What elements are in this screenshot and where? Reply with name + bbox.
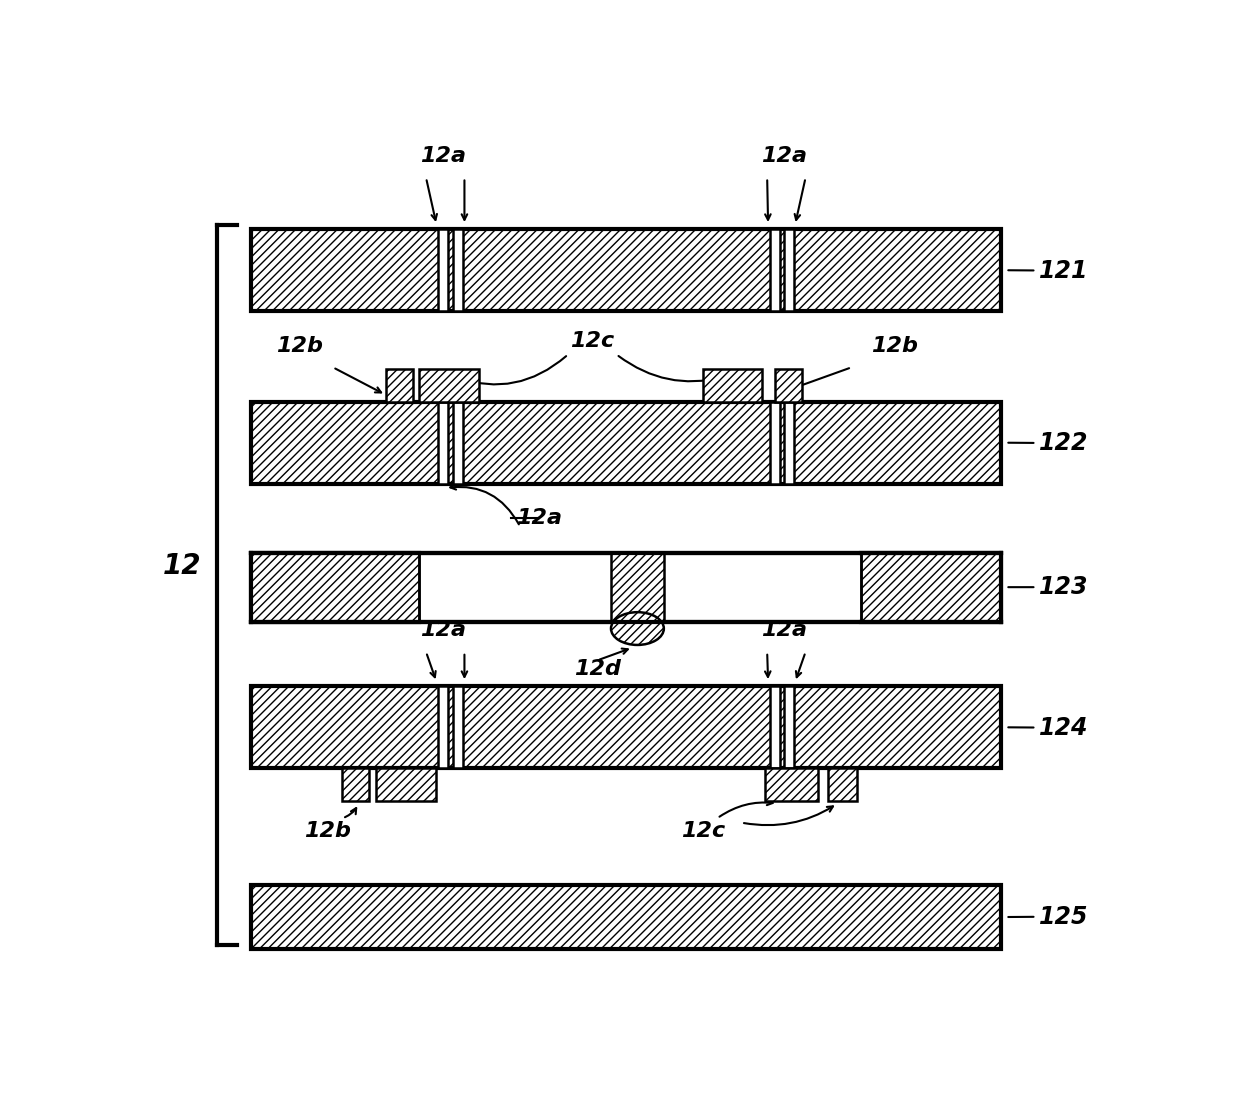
Bar (419, 368, 479, 402)
Bar (703, 368, 763, 402)
Bar (611, 552, 665, 622)
Bar (785, 687, 794, 768)
Text: 121: 121 (1008, 259, 1089, 282)
Bar (453, 687, 463, 768)
Bar (439, 687, 448, 768)
Text: 12b: 12b (872, 336, 919, 356)
Text: 12c: 12c (570, 332, 614, 352)
Text: 12a: 12a (516, 508, 563, 529)
Bar (862, 552, 1001, 622)
Ellipse shape (611, 613, 663, 645)
Bar (439, 230, 448, 311)
Text: 12b: 12b (275, 336, 322, 356)
Bar (439, 402, 448, 484)
Bar (453, 230, 463, 311)
Text: 12a: 12a (420, 146, 466, 166)
Text: 122: 122 (1008, 431, 1089, 455)
Bar (250, 552, 1001, 622)
Bar (250, 230, 1001, 311)
Bar (250, 885, 1001, 950)
Text: 12b: 12b (305, 821, 351, 841)
Text: 123: 123 (1008, 576, 1089, 599)
Bar (785, 402, 794, 484)
Bar (376, 768, 435, 801)
Bar (250, 402, 1001, 484)
Text: 12c: 12c (681, 821, 725, 841)
Text: 12a: 12a (420, 620, 466, 641)
Bar (770, 230, 780, 311)
Bar (785, 230, 794, 311)
Bar (453, 402, 463, 484)
Text: 12a: 12a (761, 146, 807, 166)
Text: 12: 12 (162, 551, 201, 580)
Bar (770, 402, 780, 484)
Text: 12a: 12a (761, 620, 807, 641)
Text: 124: 124 (1008, 716, 1089, 739)
Bar (386, 368, 413, 402)
Bar (770, 687, 780, 768)
Bar (828, 768, 857, 801)
Bar (250, 552, 419, 622)
Text: 125: 125 (1008, 905, 1089, 928)
Bar (342, 768, 370, 801)
Text: 12d: 12d (574, 659, 620, 679)
Bar (765, 768, 818, 801)
Bar (250, 687, 1001, 768)
Bar (775, 368, 802, 402)
